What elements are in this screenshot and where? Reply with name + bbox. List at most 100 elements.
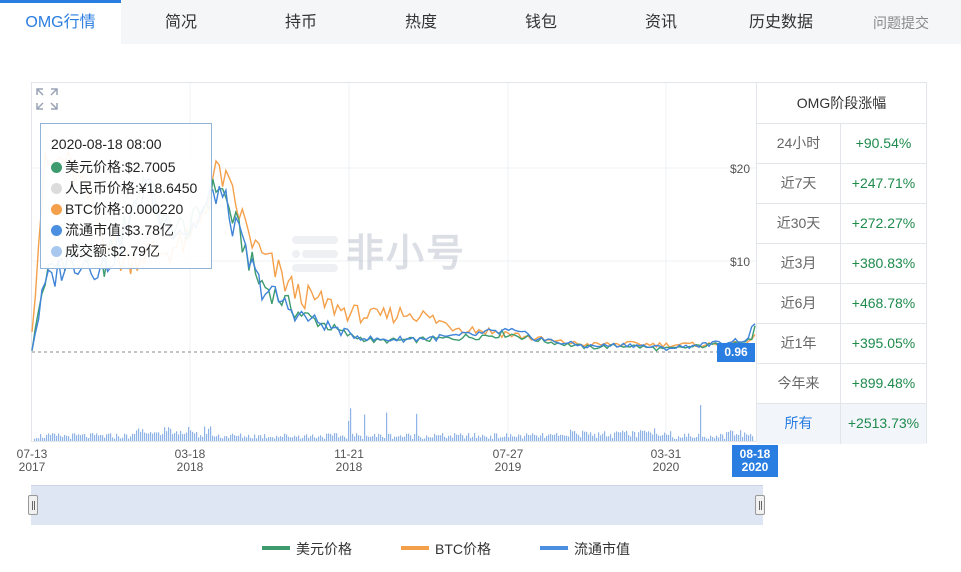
perf-row-1y: 近1年 +395.05%: [757, 324, 926, 364]
volume-bar: [464, 438, 466, 441]
volume-bar: [542, 433, 544, 441]
navigator-left-handle[interactable]: [28, 495, 38, 515]
legend-market-cap[interactable]: 流通市值: [540, 540, 630, 558]
volume-bar: [232, 433, 234, 441]
volume-bar: [34, 438, 36, 441]
volume-bar: [638, 432, 640, 441]
legend-usd-price[interactable]: 美元价格: [262, 540, 352, 558]
volume-bar: [340, 435, 342, 441]
volume-bar: [524, 435, 526, 441]
tooltip-time: 2020-08-18 08:00: [51, 136, 162, 152]
volume-bar: [106, 434, 108, 441]
tab-omg-market[interactable]: OMG行情: [0, 0, 121, 44]
volume-bar: [218, 434, 220, 441]
volume-bar: [528, 434, 530, 441]
volume-bar: [410, 435, 412, 441]
volume-bar: [504, 436, 506, 441]
tab-popularity[interactable]: 热度: [404, 14, 437, 31]
volume-bar: [426, 435, 428, 441]
volume-bar: [412, 438, 414, 441]
volume-bar: [132, 433, 134, 441]
volume-bar: [690, 436, 692, 441]
volume-bar: [578, 435, 580, 441]
fullscreen-icon[interactable]: [34, 86, 60, 112]
volume-bar: [176, 431, 178, 441]
volume-bar: [308, 437, 310, 441]
volume-bar: [314, 437, 316, 441]
volume-bar: [120, 438, 122, 441]
volume-bar: [376, 437, 378, 441]
volume-bar: [710, 435, 712, 441]
volume-bar: [452, 437, 454, 441]
volume-bar: [692, 437, 694, 441]
volume-bar: [368, 436, 370, 441]
volume-bar: [554, 434, 556, 441]
navigator-right-handle[interactable]: [755, 495, 765, 515]
volume-bar: [54, 433, 56, 441]
volume-bar: [458, 435, 460, 441]
volume-bar: [590, 432, 592, 441]
legend-cap-swatch-icon: [540, 546, 568, 550]
volume-bar: [110, 433, 112, 441]
volume-bar: [260, 435, 262, 441]
tab-holdings[interactable]: 持币: [284, 14, 317, 31]
tab-feedback[interactable]: 问题提交: [873, 15, 929, 31]
volume-bar: [702, 436, 704, 441]
perf-row-3m: 近3月 +380.83%: [757, 244, 926, 284]
volume-bar: [252, 438, 254, 441]
tab-history[interactable]: 历史数据: [748, 14, 813, 31]
volume-bar: [436, 435, 438, 441]
volume-bar: [210, 426, 212, 441]
volume-bar: [224, 436, 226, 441]
volume-bar: [738, 435, 740, 441]
tab-overview[interactable]: 简况: [164, 14, 197, 31]
volume-bar: [596, 437, 598, 441]
volume-bar: [374, 433, 376, 441]
volume-bar: [84, 434, 86, 441]
volume-bar: [472, 436, 474, 441]
volume-bar: [592, 435, 594, 441]
volume-bar: [222, 438, 224, 441]
price-axis-label-20: $20: [729, 162, 750, 176]
volume-bar: [116, 433, 118, 441]
volume-bar: [654, 428, 656, 441]
volume-bar: [200, 435, 202, 441]
volume-bar: [214, 436, 216, 441]
legend-btc-price[interactable]: BTC价格: [401, 540, 491, 558]
perf-row-24h: 24小时 +90.54%: [757, 124, 926, 164]
range-navigator[interactable]: [31, 485, 763, 525]
perf-row-all[interactable]: 所有 +2513.73%: [757, 404, 926, 444]
volume-bar: [574, 431, 576, 441]
volume-bar: [674, 438, 676, 441]
volume-bar: [72, 433, 74, 441]
volume-bar: [526, 433, 528, 441]
volume-bar: [290, 437, 292, 441]
volume-bar: [68, 436, 70, 441]
volume-bar: [264, 434, 266, 441]
volume-bar: [732, 430, 734, 441]
volume-bar: [362, 438, 364, 441]
volume-bar: [170, 428, 172, 441]
volume-bar: [736, 434, 738, 441]
volume-bar: [446, 438, 448, 441]
volume-bar: [748, 435, 750, 441]
volume-bar: [354, 436, 356, 441]
volume-bar: [686, 436, 688, 441]
volume-bar: [78, 434, 80, 441]
volume-bar: [448, 435, 450, 441]
volume-bar: [150, 432, 152, 441]
volume-bar: [118, 436, 120, 441]
volume-bar: [550, 434, 552, 441]
volume-bar: [668, 434, 670, 441]
volume-bar: [418, 435, 420, 441]
volume-bar: [276, 435, 278, 441]
tab-news[interactable]: 资讯: [644, 14, 677, 31]
volume-bar: [582, 430, 584, 441]
volume-bar: [664, 432, 666, 441]
volume-bar: [238, 435, 240, 441]
tab-wallet[interactable]: 钱包: [524, 14, 557, 31]
volume-bar: [124, 433, 126, 441]
volume-bar: [508, 437, 510, 441]
volume-bar: [628, 434, 630, 441]
volume-bar: [256, 438, 258, 441]
